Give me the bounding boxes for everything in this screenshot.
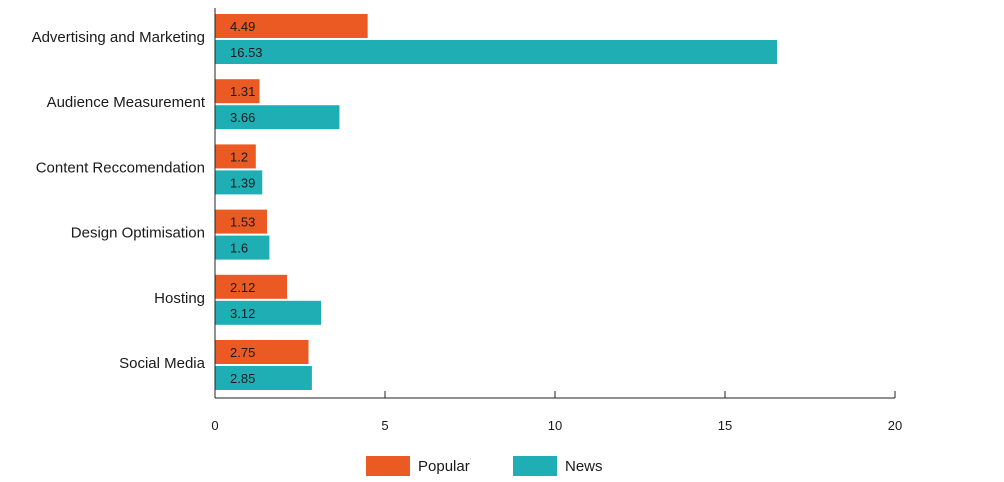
bar-value-label: 1.31 — [230, 84, 255, 99]
category-label: Content Reccomendation — [36, 159, 205, 176]
bar-news — [215, 300, 322, 325]
x-tick-label: 15 — [718, 418, 732, 433]
category-label: Advertising and Marketing — [32, 29, 205, 46]
legend-label-popular: Popular — [418, 458, 470, 475]
category-label: Social Media — [119, 355, 206, 372]
x-tick-label: 20 — [888, 418, 902, 433]
bar-value-label: 2.75 — [230, 345, 255, 360]
legend-swatch-popular — [366, 456, 410, 476]
bar-news — [215, 170, 263, 195]
x-tick-label: 0 — [211, 418, 218, 433]
bar-value-label: 3.12 — [230, 306, 255, 321]
legend-label-news: News — [565, 458, 603, 475]
category-labels: Advertising and Marketing Audience Measur… — [32, 29, 206, 372]
bar-popular — [215, 79, 260, 104]
category-label: Hosting — [154, 290, 205, 307]
bar-value-label: 16.53 — [230, 45, 263, 60]
bar-popular — [215, 274, 288, 299]
bar-news — [215, 105, 340, 130]
bar-value-label: 1.53 — [230, 215, 255, 230]
bars: 4.49 16.53 1.31 3.66 1.2 1.39 1.53 1.6 2.12 3.12 2… — [215, 14, 778, 390]
bar-news — [215, 40, 778, 64]
bar-popular — [215, 14, 368, 38]
axes: 0 5 10 15 20 — [211, 8, 902, 433]
category-label: Audience Measurement — [47, 94, 206, 111]
bar-news — [215, 366, 312, 390]
bar-value-label: 1.39 — [230, 175, 255, 190]
legend-swatch-news — [513, 456, 557, 476]
bar-value-label: 2.12 — [230, 280, 255, 295]
legend: Popular News — [366, 456, 603, 476]
bar-popular — [215, 340, 309, 364]
category-label: Design Optimisation — [71, 225, 205, 242]
bar-value-label: 1.2 — [230, 149, 248, 164]
bar-value-label: 2.85 — [230, 371, 255, 386]
bar-news — [215, 235, 270, 260]
bar-value-label: 3.66 — [230, 110, 255, 125]
x-tick-label: 5 — [381, 418, 388, 433]
bar-value-label: 1.6 — [230, 241, 248, 256]
bar-value-label: 4.49 — [230, 19, 255, 34]
x-tick-label: 10 — [548, 418, 562, 433]
bar-popular — [215, 209, 268, 234]
bar-popular — [215, 144, 256, 169]
